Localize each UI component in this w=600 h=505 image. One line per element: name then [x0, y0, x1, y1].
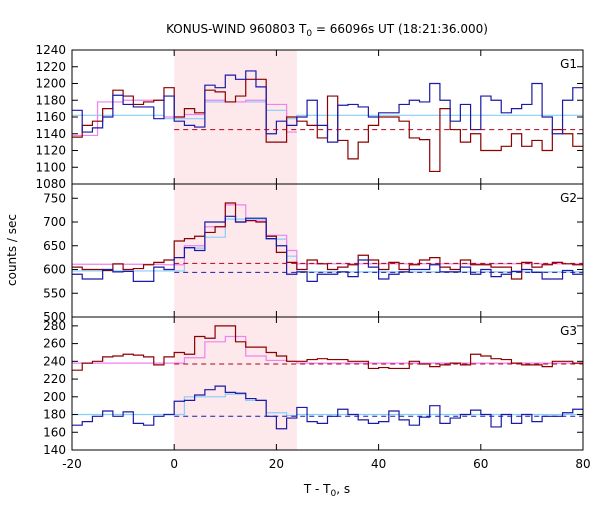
chart-title-main: KONUS-WIND 960803 T [166, 22, 307, 36]
y-tick-label: 1140 [35, 127, 66, 141]
y-tick-label: 500 [43, 310, 66, 324]
y-tick-label: 650 [43, 239, 66, 253]
y-tick-label: 1200 [35, 77, 66, 91]
y-tick-label: 700 [43, 215, 66, 229]
y-tick-label: 160 [43, 425, 66, 439]
x-axis-label-sub: 0 [331, 489, 337, 499]
panel-g3: 140 160 180 200 220 240 260 280 G3 [43, 316, 584, 457]
y-tick-label: 1180 [35, 93, 66, 107]
x-tick-label: 60 [473, 457, 488, 471]
series-blue-step [72, 70, 583, 143]
x-axis-label-rest: , s [336, 482, 350, 496]
chart-title-rest: = 66096s UT (18:21:36.000) [312, 22, 488, 36]
series-red-step [72, 325, 583, 371]
panel-plot-area [72, 325, 583, 430]
panel-frame [71, 183, 584, 318]
y-tick-label: 750 [43, 191, 66, 205]
series-red-step [72, 78, 583, 173]
y-tick-label: 1160 [35, 110, 66, 124]
y-tick-label: 1220 [35, 60, 66, 74]
y-tick-label: 600 [43, 263, 66, 277]
panel-label: G1 [560, 57, 577, 71]
y-tick-label: 220 [43, 372, 66, 386]
y-tick-label: 1080 [35, 177, 66, 191]
model-fit-line [72, 393, 583, 417]
y-tick-label: 140 [43, 443, 66, 457]
y-tick-label: 280 [43, 319, 66, 333]
model-fit-line-2 [72, 204, 583, 266]
y-tick-label: 1100 [35, 160, 66, 174]
panel-plot-area [72, 202, 583, 282]
chart-title-sub: 0 [306, 29, 312, 39]
panel-g2: 500 550 600 650 700 750 G2 [43, 183, 584, 324]
x-tick-label: 40 [371, 457, 386, 471]
y-tick-label: 180 [43, 408, 66, 422]
panel-label: G3 [560, 324, 577, 338]
series-blue-step [72, 385, 583, 430]
y-axis-label: counts / sec [5, 214, 19, 286]
y-tick-label: 200 [43, 390, 66, 404]
panel-label: G2 [560, 191, 577, 205]
panel-frame [71, 316, 584, 451]
y-tick-label: 260 [43, 337, 66, 351]
y-tick-label: 1240 [35, 43, 66, 57]
x-axis-label: T - T0, s [303, 482, 350, 499]
x-tick-label: 80 [575, 457, 590, 471]
x-axis-label-main: T - T [303, 482, 331, 496]
panel-g1: 1080 1100 1120 1140 1160 1180 1200 1220 1240 G1 [35, 43, 584, 191]
x-tick-label: 20 [269, 457, 284, 471]
x-tick-label: 0 [170, 457, 178, 471]
y-tick-label: 1120 [35, 144, 66, 158]
y-tick-label: 550 [43, 286, 66, 300]
series-red-step [72, 202, 583, 280]
burst-interval-shade [174, 50, 297, 184]
series-blue-step [72, 215, 583, 282]
chart-title: KONUS-WIND 960803 T0 = 66096s UT (18:21:… [166, 22, 488, 39]
y-tick-label: 240 [43, 354, 66, 368]
panel-plot-area [72, 70, 583, 173]
x-tick-label: -20 [62, 457, 82, 471]
